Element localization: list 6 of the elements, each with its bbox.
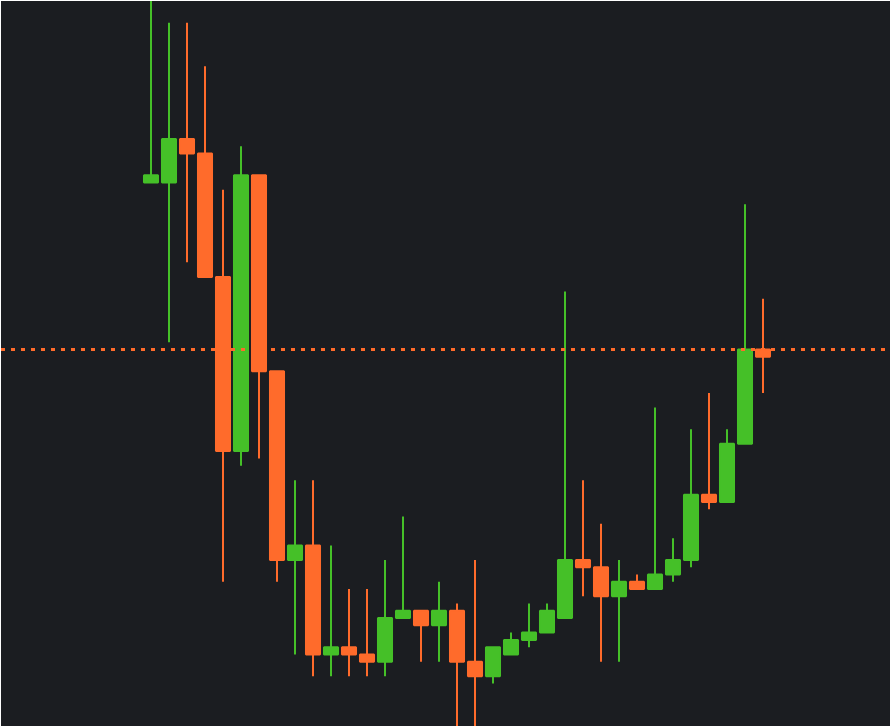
candlestick — [700, 392, 718, 511]
candlestick — [430, 580, 448, 663]
candlestick — [412, 609, 430, 663]
candlestick — [610, 559, 628, 663]
candlestick — [322, 544, 340, 678]
candlestick — [286, 479, 304, 656]
